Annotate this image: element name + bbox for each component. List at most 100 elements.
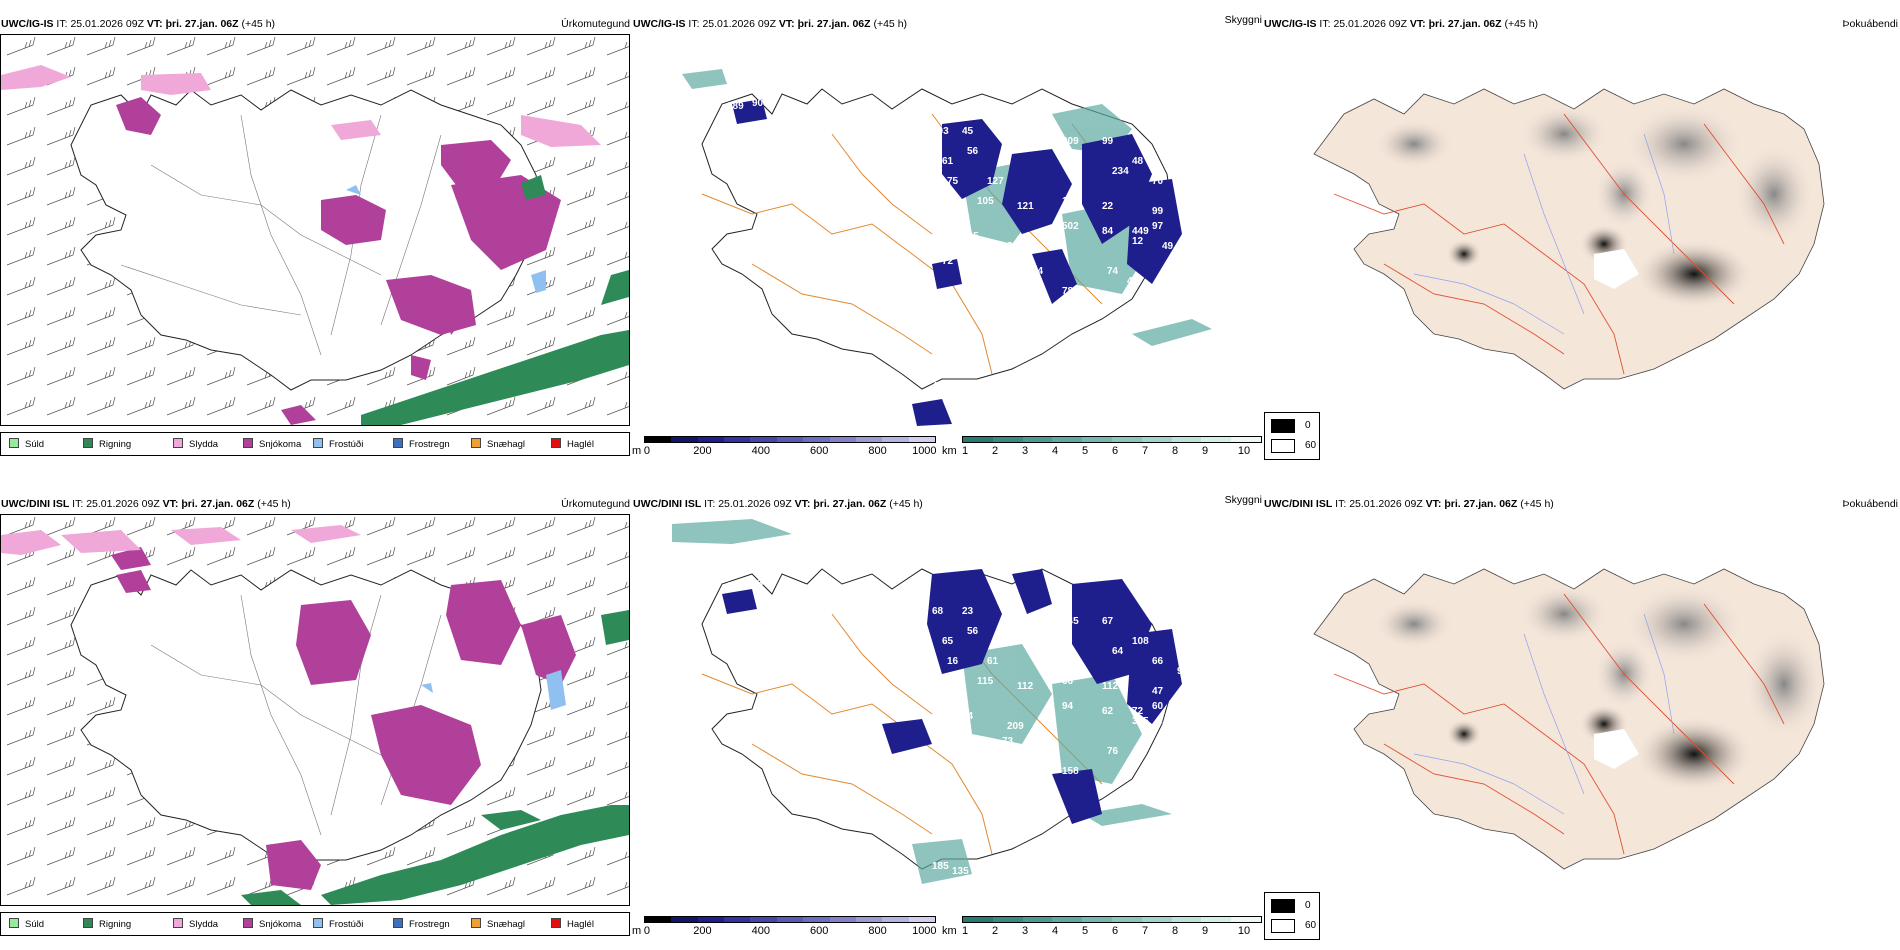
cloud-base-label: 502: [1062, 221, 1079, 232]
colorbar-segment: [1022, 437, 1053, 442]
cloud-base-label: 40: [932, 381, 944, 392]
cloud-base-label: 135: [952, 866, 969, 877]
legend-swatch: [393, 438, 403, 448]
colorbar-tick: 800: [868, 445, 887, 457]
colorbar-segment: [1141, 917, 1172, 922]
panel-header: UWC/IG-IS IT: 25.01.2026 09Z VT: þri. 27…: [632, 14, 1264, 32]
colorbar-strip: [962, 916, 1262, 923]
cloud-base-label: 61: [987, 656, 999, 667]
fog-swatch-dark: [1271, 899, 1295, 913]
colorbar-tick: 8: [1171, 925, 1179, 937]
cloud-base-label: 23: [962, 606, 974, 617]
cloud-base-label: 81: [997, 116, 1009, 127]
forecast-info: UWC/DINI ISL IT: 25.01.2026 09Z VT: þri.…: [1264, 498, 1554, 510]
visibility-panel: UWC/DINI ISL IT: 25.01.2026 09Z VT: þri.…: [632, 480, 1264, 950]
fog-legend-value: 0: [1305, 900, 1311, 911]
colorbar-tick: 6: [1111, 925, 1119, 937]
legend-item: Súld: [9, 438, 44, 450]
colorbar-segment: [829, 437, 856, 442]
colorbar-tick: 200: [693, 445, 712, 457]
colorbar-tick: 5: [1081, 445, 1089, 457]
cloud-base-label: 90: [752, 98, 764, 109]
colorbar-tick: 9: [1201, 445, 1209, 457]
cloud-base-label: 97: [1032, 746, 1044, 757]
panel-title: Skyggni: [1224, 494, 1262, 506]
cloud-base-label: 62: [1102, 706, 1114, 717]
colorbar-tick: 600: [810, 445, 829, 457]
colorbar-segment: [963, 917, 993, 922]
precip-type-panel: UWC/IG-IS IT: 25.01.2026 09Z VT: þri. 27…: [0, 0, 632, 470]
legend-item: Snjókoma: [243, 918, 301, 930]
fog-map: [1264, 34, 1900, 428]
cloud-base-label: 56: [1162, 721, 1174, 732]
colorbar-segment: [1022, 917, 1053, 922]
panel-header: UWC/IG-IS IT: 25.01.2026 09Z VT: þri. 27…: [0, 18, 632, 32]
legend-swatch: [471, 438, 481, 448]
forecast-info: UWC/IG-IS IT: 25.01.2026 09Z VT: þri. 27…: [633, 18, 908, 30]
visibility-panel: UWC/IG-IS IT: 25.01.2026 09Z VT: þri. 27…: [632, 0, 1264, 470]
cloud-base-label: 97: [1152, 221, 1164, 232]
colorbar-segment: [1231, 437, 1261, 442]
legend-swatch: [9, 918, 19, 928]
cloud-base-label: 66: [1152, 656, 1164, 667]
cloud-base-label: 61: [942, 156, 954, 167]
fog-legend: 0 60: [1264, 892, 1320, 940]
colorbar-segment: [776, 437, 804, 442]
colorbar-segment: [724, 917, 751, 922]
colorbar-segment: [882, 917, 909, 922]
colorbar-segment: [1171, 917, 1202, 922]
cloud-base-label: 61: [1042, 311, 1054, 322]
fog-legend-value: 60: [1305, 920, 1317, 931]
colorbar-unit: m: [632, 445, 642, 457]
cloud-base-label: 209: [1007, 721, 1024, 732]
colorbar-segment: [1141, 437, 1172, 442]
panel-title: Þokuábendi: [1842, 18, 1898, 30]
cloud-base-label: 158: [1062, 196, 1079, 207]
legend-item: Frostregn: [393, 918, 450, 930]
cloud-base-label: 99: [1177, 666, 1189, 677]
cloud-base-label: 209: [1062, 136, 1079, 147]
legend-swatch: [243, 918, 253, 928]
colorbar-strip: [962, 436, 1262, 443]
panel-header: UWC/DINI ISL IT: 25.01.2026 09Z VT: þri.…: [632, 494, 1264, 512]
cloud-base-label: 45: [962, 126, 974, 137]
legend-swatch: [243, 438, 253, 448]
cloud-base-label: 78: [1062, 286, 1074, 297]
cloud-base-label: 345: [1132, 716, 1149, 727]
colorbar-tick: 400: [751, 445, 770, 457]
cloud-base-label: 103: [932, 126, 949, 137]
colorbar-tick: 1: [961, 445, 969, 457]
colorbar-tick: 3: [1021, 445, 1029, 457]
legend-swatch: [471, 918, 481, 928]
cloud-base-label: 37: [1042, 791, 1054, 802]
colorbar-segment: [645, 917, 672, 922]
panel-title: Þokuábendi: [1842, 498, 1898, 510]
legend-swatch: [9, 438, 19, 448]
cloud-base-label: 100: [977, 751, 994, 762]
colorbar-segment: [829, 917, 856, 922]
cloud-base-label: 65: [942, 636, 954, 647]
colorbar-segment: [1082, 437, 1112, 442]
fog-swatch-dark: [1271, 419, 1295, 433]
cloud-base-label: 74: [1107, 266, 1119, 277]
cloud-base-label: 449: [1132, 226, 1149, 237]
colorbar-segment: [855, 437, 883, 442]
fog-legend-value: 0: [1305, 420, 1311, 431]
forecast-info: UWC/DINI ISL IT: 25.01.2026 09Z VT: þri.…: [1, 498, 291, 510]
cloud-base-label: 22: [1102, 201, 1114, 212]
forecast-info: UWC/IG-IS IT: 25.01.2026 09Z VT: þri. 27…: [1264, 18, 1539, 30]
cloud-base-label: 84: [962, 711, 974, 722]
colorbar-tick: 200: [693, 925, 712, 937]
cloud-base-label: 99: [1152, 206, 1164, 217]
legend-swatch: [551, 918, 561, 928]
colorbar-segment: [992, 437, 1023, 442]
cloud-base-label: 64: [1112, 646, 1124, 657]
colorbar-tick: 1000: [912, 925, 937, 937]
forecast-info: UWC/IG-IS IT: 25.01.2026 09Z VT: þri. 27…: [1, 18, 276, 30]
colorbar-tick: 4: [1051, 925, 1059, 937]
colorbar-strip: [644, 916, 936, 923]
cloud-base-label: 234: [1112, 166, 1129, 177]
forecast-row-ig-is: UWC/IG-IS IT: 25.01.2026 09Z VT: þri. 27…: [0, 0, 1900, 470]
cloud-base-label: 67: [1102, 616, 1114, 627]
legend-swatch: [551, 438, 561, 448]
